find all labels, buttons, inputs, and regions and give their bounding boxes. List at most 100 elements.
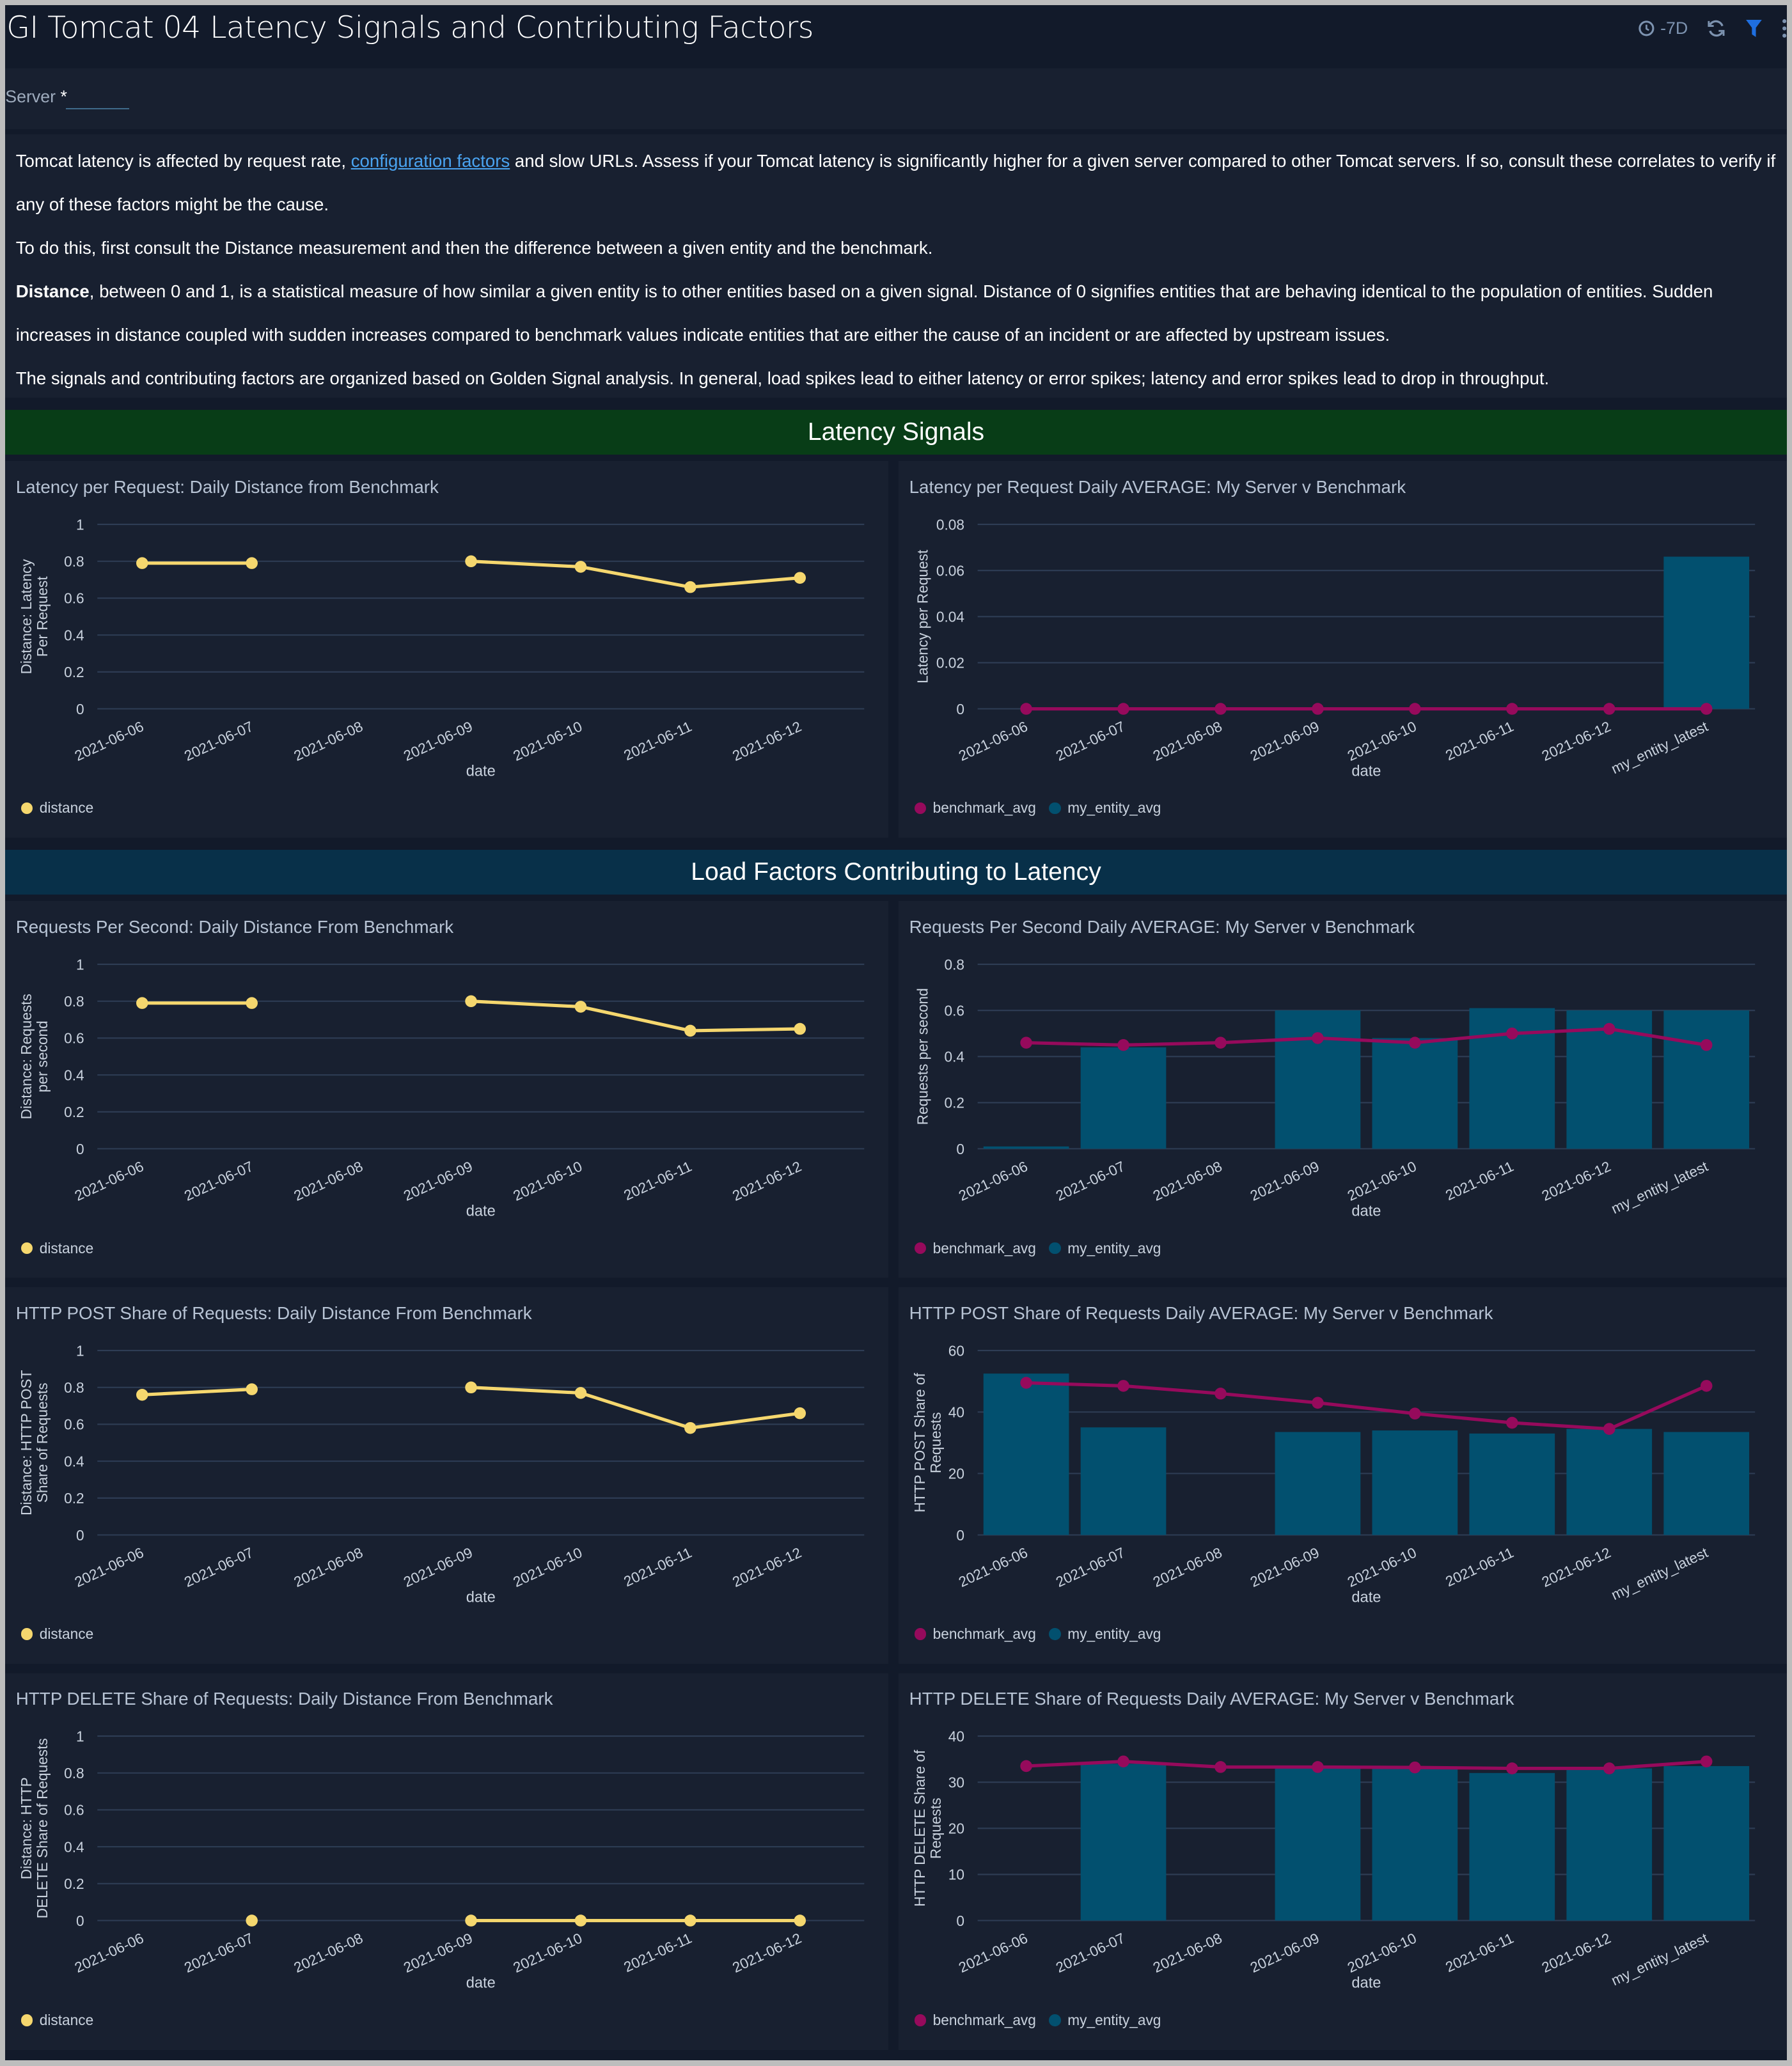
point-distance [684, 1914, 696, 1927]
point-benchmark_avg [1020, 703, 1032, 715]
x-tick-label: 2021-06-10 [1345, 717, 1419, 764]
point-benchmark_avg [1409, 1407, 1421, 1420]
legend-item[interactable]: my_entity_avg [1049, 1240, 1161, 1257]
point-distance [794, 572, 806, 584]
legend-dot-icon [914, 1242, 927, 1255]
chart-legend: distance [20, 1240, 93, 1257]
point-distance [246, 1914, 258, 1927]
x-tick-label: 2021-06-12 [1539, 1930, 1614, 1976]
y-tick-label: 30 [948, 1774, 964, 1791]
point-benchmark_avg [1312, 1761, 1324, 1774]
line-benchmark_avg [1026, 1381, 1708, 1430]
section-latency-signals: Latency Signals [5, 409, 1787, 455]
bar-my_entity_avg [1080, 1764, 1167, 1921]
point-distance [136, 1388, 148, 1401]
legend-item[interactable]: benchmark_avg [914, 799, 1036, 817]
server-filter-input[interactable] [66, 107, 129, 109]
y-axis-label-line: Distance: HTTP POST [18, 1370, 35, 1515]
y-tick-label: 0.8 [64, 993, 84, 1010]
legend-label: benchmark_avg [932, 1239, 1036, 1256]
y-axis-label-line: Distance: Requests [18, 994, 35, 1119]
legend-item[interactable]: benchmark_avg [914, 1239, 1036, 1257]
filter-bar: Server * [5, 68, 1787, 129]
legend-item[interactable]: distance [20, 1625, 93, 1643]
y-tick-label: 40 [948, 1728, 964, 1745]
x-tick-label: 2021-06-12 [730, 1930, 804, 1976]
refresh-icon[interactable] [1706, 19, 1726, 38]
bar-my_entity_avg [1469, 1773, 1555, 1921]
point-distance [574, 1914, 587, 1927]
chart-title: Latency per Request Daily AVERAGE: My Se… [909, 476, 1406, 497]
x-tick-label: my_entity_latest [1608, 1157, 1711, 1217]
y-tick-label: 0.2 [945, 1095, 965, 1111]
legend-item[interactable]: my_entity_avg [1049, 2012, 1161, 2029]
chart-svg: 0 10 20 30 40 2021-06-06 2021-06-07 2021-06-08 2… [911, 1728, 1756, 1992]
x-axis-label: date [1351, 1203, 1381, 1220]
configuration-factors-link[interactable]: configuration factors [350, 151, 510, 171]
point-benchmark_avg [1020, 1760, 1032, 1773]
chart-title: Requests Per Second Daily AVERAGE: My Se… [909, 916, 1415, 937]
y-tick-label: 1 [76, 1728, 84, 1745]
legend-item[interactable]: distance [20, 2012, 93, 2029]
y-tick-label: 0 [957, 1526, 965, 1543]
x-tick-label: 2021-06-12 [1539, 1544, 1614, 1590]
point-distance [136, 997, 148, 1009]
point-benchmark_avg [1312, 1032, 1324, 1044]
bar-my_entity_avg [1566, 1428, 1653, 1535]
y-tick-label: 20 [948, 1465, 964, 1482]
x-tick-label: 2021-06-08 [292, 1157, 366, 1204]
legend-label: my_entity_avg [1067, 2011, 1161, 2028]
point-benchmark_avg [1506, 703, 1518, 715]
bar-my_entity_avg [983, 1146, 1069, 1149]
filter-icon[interactable] [1745, 19, 1763, 38]
legend-item[interactable]: benchmark_avg [914, 2012, 1036, 2029]
intro-paragraph-3: Distance, between 0 and 1, is a statisti… [16, 270, 1777, 357]
page-title: GI Tomcat 04 Latency Signals and Contrib… [6, 10, 813, 46]
point-distance [794, 1914, 806, 1927]
x-tick-label: 2021-06-08 [292, 1930, 366, 1976]
x-tick-label: 2021-06-07 [1053, 1157, 1128, 1204]
more-icon[interactable] [1782, 19, 1787, 38]
point-distance [465, 1381, 478, 1393]
y-axis-label-line: Requests [927, 1412, 944, 1473]
point-distance [465, 1914, 478, 1927]
y-axis-label-line: Distance: Latency [18, 558, 35, 674]
x-axis-label: date [466, 1203, 496, 1220]
point-benchmark_avg [1701, 1755, 1713, 1768]
x-tick-label: 2021-06-08 [292, 1544, 366, 1590]
time-range-button[interactable]: -7D [1638, 19, 1688, 38]
x-tick-label: 2021-06-06 [956, 1930, 1030, 1976]
legend-item[interactable]: my_entity_avg [1049, 799, 1161, 817]
x-tick-label: 2021-06-09 [401, 1544, 475, 1590]
y-tick-label: 0.02 [936, 655, 964, 671]
point-benchmark_avg [1214, 1761, 1227, 1774]
y-tick-label: 0 [957, 1141, 965, 1157]
intro-text-panel: Tomcat latency is affected by request ra… [5, 134, 1787, 398]
y-axis-label-line: Requests [927, 1798, 944, 1859]
point-benchmark_avg [1603, 1762, 1615, 1775]
legend-dot-icon [1049, 1628, 1061, 1640]
y-tick-label: 60 [948, 1342, 964, 1359]
x-tick-label: 2021-06-07 [182, 1544, 256, 1590]
legend-item[interactable]: distance [20, 1240, 93, 1257]
x-tick-label: 2021-06-12 [730, 717, 804, 764]
x-tick-label: 2021-06-06 [72, 717, 146, 764]
y-tick-label: 0.8 [64, 1765, 84, 1781]
point-benchmark_avg [1117, 1755, 1129, 1768]
intro-paragraph-4: The signals and contributing factors are… [15, 368, 1550, 389]
point-distance [574, 1001, 587, 1013]
x-tick-label: 2021-06-06 [956, 1544, 1030, 1590]
chart-panel: HTTP POST Share of Requests: Daily Dista… [5, 1287, 888, 1664]
point-distance [465, 555, 478, 567]
y-tick-label: 0.06 [936, 562, 964, 579]
legend-dot-icon [1049, 2014, 1061, 2026]
legend-item[interactable]: distance [20, 799, 93, 817]
x-tick-label: 2021-06-09 [1248, 1930, 1322, 1976]
x-tick-label: 2021-06-08 [1151, 1157, 1225, 1204]
point-benchmark_avg [1214, 1037, 1227, 1049]
legend-item[interactable]: my_entity_avg [1049, 1625, 1161, 1643]
x-tick-label: 2021-06-07 [182, 1930, 256, 1976]
legend-item[interactable]: benchmark_avg [914, 1625, 1036, 1643]
legend-dot-icon [20, 802, 33, 815]
